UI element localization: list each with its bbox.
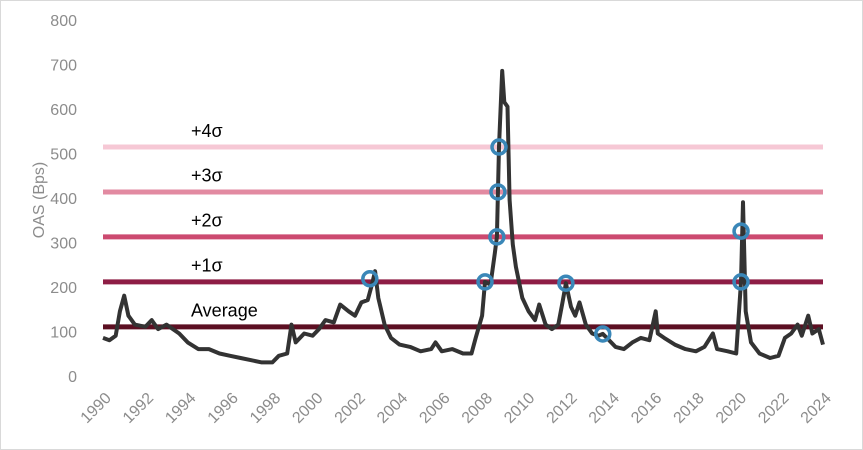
y-tick-label: 400 xyxy=(50,191,77,208)
y-tick-label: 200 xyxy=(50,280,77,297)
highlight-marker xyxy=(476,273,494,291)
highlight-marker xyxy=(361,270,379,288)
reference-label: +4σ xyxy=(191,121,223,141)
reference-label: +1σ xyxy=(191,256,223,276)
reference-label: +3σ xyxy=(191,166,223,186)
reference-label: Average xyxy=(191,301,258,321)
highlight-marker xyxy=(732,273,750,291)
y-tick-label: 500 xyxy=(50,147,77,164)
highlight-marker xyxy=(557,274,575,292)
y-tick-label: 300 xyxy=(50,236,77,253)
y-tick-label: 700 xyxy=(50,58,77,75)
highlight-marker xyxy=(594,325,612,343)
highlight-marker xyxy=(490,138,508,156)
y-tick-label: 600 xyxy=(50,102,77,119)
y-tick-label: 800 xyxy=(50,13,77,30)
highlight-marker xyxy=(489,183,507,201)
data-line xyxy=(102,68,825,365)
y-axis-label: OAS (Bps) xyxy=(31,162,48,238)
reference-label: +2σ xyxy=(191,211,223,231)
highlight-marker xyxy=(488,228,506,246)
y-tick-label: 0 xyxy=(68,369,77,386)
highlight-marker xyxy=(732,222,750,240)
y-tick-label: 100 xyxy=(50,325,77,342)
